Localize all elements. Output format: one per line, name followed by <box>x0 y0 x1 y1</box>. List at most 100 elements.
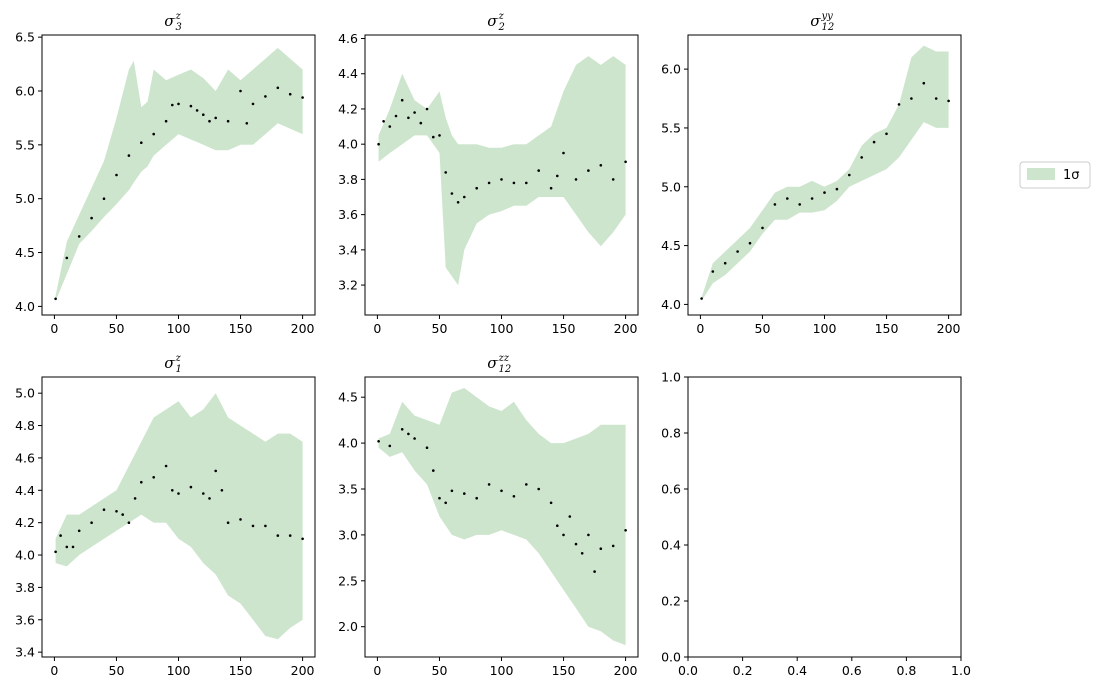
y-tick-label: 4.0 <box>15 299 35 314</box>
x-tick-label: 0 <box>373 321 381 336</box>
data-point <box>835 187 839 191</box>
data-point <box>115 173 118 177</box>
data-point <box>171 489 174 492</box>
data-point <box>587 169 590 172</box>
x-tick-label: 50 <box>109 321 125 336</box>
data-point <box>463 195 466 199</box>
x-tick-label: 200 <box>291 321 315 336</box>
data-point <box>382 120 385 123</box>
data-point <box>214 469 217 473</box>
y-tick-label: 3.6 <box>338 207 358 222</box>
data-point <box>276 86 280 90</box>
y-tick-label: 4.5 <box>15 245 35 260</box>
data-point <box>102 197 106 200</box>
data-point <box>413 437 416 440</box>
title-subscript: 3 <box>176 22 182 33</box>
y-tick-label: 5.0 <box>15 191 35 206</box>
y-tick-label: 0.4 <box>661 538 681 553</box>
x-tick-label: 150 <box>229 663 253 678</box>
title-symbol: σ <box>164 12 175 30</box>
x-tick-label: 0 <box>696 321 704 336</box>
x-tick-label: 100 <box>490 321 514 336</box>
y-tick-label: 0.0 <box>661 650 681 665</box>
legend-label: 1σ <box>1063 168 1080 183</box>
data-point <box>394 114 398 118</box>
data-point <box>922 81 926 85</box>
y-tick-label: 4.4 <box>15 483 35 498</box>
data-point <box>773 203 777 206</box>
title-superscript: z <box>175 353 182 364</box>
data-point <box>500 489 503 493</box>
data-point <box>700 297 703 300</box>
y-tick-label: 5.5 <box>661 120 681 135</box>
data-point <box>195 109 199 112</box>
legend: 1σ <box>1019 161 1091 189</box>
title-superscript: z <box>175 11 182 22</box>
data-point <box>860 156 863 159</box>
axes-frame <box>687 376 962 658</box>
data-point <box>748 241 752 245</box>
y-tick-label: 4.0 <box>15 548 35 563</box>
y-tick-label: 2.0 <box>338 619 358 634</box>
data-point <box>450 489 454 493</box>
y-tick-label: 6.5 <box>15 30 35 45</box>
data-point <box>140 480 143 484</box>
data-point <box>127 521 131 524</box>
y-tick-label: 0.2 <box>661 594 681 609</box>
data-point <box>438 496 441 500</box>
data-point <box>487 483 491 486</box>
x-tick-label: 50 <box>432 321 448 336</box>
confidence-band <box>55 393 303 640</box>
data-point <box>90 216 93 220</box>
x-tick-label: 100 <box>813 321 837 336</box>
y-tick-label: 3.5 <box>338 482 358 497</box>
y-tick-label: 3.0 <box>338 527 358 542</box>
data-point <box>208 497 211 500</box>
data-point <box>425 107 429 111</box>
title-symbol: σ <box>487 354 498 372</box>
y-tick-label: 4.4 <box>338 66 358 81</box>
data-point <box>736 250 739 253</box>
data-points <box>700 81 950 300</box>
data-points <box>377 428 627 573</box>
data-point <box>407 116 410 120</box>
data-point <box>239 518 242 521</box>
title-superscript: z <box>498 11 505 22</box>
data-points <box>377 98 627 204</box>
data-point <box>288 534 292 537</box>
data-point <box>400 428 404 431</box>
data-point <box>786 197 789 200</box>
x-tick-label: 200 <box>614 321 638 336</box>
x-tick-label: 0.2 <box>733 663 753 678</box>
data-point <box>810 197 814 200</box>
y-tick-label: 4.6 <box>15 450 35 465</box>
title-symbol: σ <box>810 12 821 30</box>
data-point <box>251 102 255 106</box>
data-point <box>288 92 292 96</box>
subplot-2: 0 50 100 150 200 3.2 3.4 3.6 3.8 4.0 4.2 4.4 4.6 σ z2 <box>338 11 639 336</box>
data-point <box>264 95 267 98</box>
x-tick-label: 0.0 <box>678 663 698 678</box>
data-points <box>54 464 304 554</box>
data-point <box>152 132 155 136</box>
subplot-4: 0 50 100 150 200 3.4 3.6 3.8 4.0 4.2 4.4 4.6 4.8 5.0 σ… <box>15 353 316 678</box>
y-tick-label: 4.5 <box>661 238 681 253</box>
title-symbol: σ <box>164 354 175 372</box>
data-point <box>556 524 559 527</box>
y-tick-label: 3.6 <box>15 612 35 627</box>
subplot-1: 0 50 100 150 200 4.0 4.5 5.0 5.5 6.0 6.5 σ z3 <box>15 11 316 336</box>
data-point <box>525 181 528 185</box>
data-point <box>475 496 479 500</box>
data-point <box>239 89 242 93</box>
title-subscript: 1 <box>176 364 182 375</box>
y-tick-label: 3.8 <box>15 580 35 595</box>
confidence-band <box>701 45 949 301</box>
x-tick-label: 150 <box>552 663 576 678</box>
data-point <box>556 174 559 178</box>
title-superscript: zz <box>498 353 510 364</box>
y-tick-label: 0.6 <box>661 482 681 497</box>
confidence-band <box>55 47 303 302</box>
y-tick-label: 4.5 <box>338 390 358 405</box>
data-point <box>71 545 75 549</box>
data-point <box>438 134 441 137</box>
